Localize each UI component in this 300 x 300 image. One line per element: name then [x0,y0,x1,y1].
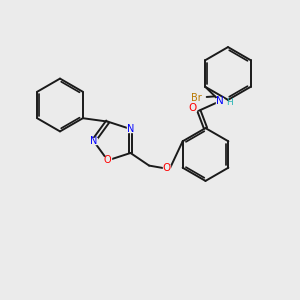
Text: O: O [162,163,171,173]
Bar [190,95,201,101]
Bar [127,126,134,132]
Bar [189,105,196,111]
Text: O: O [188,103,196,113]
Bar [104,158,111,164]
Bar [163,165,170,171]
Bar [217,98,223,104]
Text: H: H [226,98,233,107]
Text: N: N [90,136,97,146]
Text: Br: Br [190,93,201,103]
Text: O: O [104,155,112,165]
Text: N: N [127,124,134,134]
Bar [90,138,97,144]
Text: N: N [216,96,224,106]
